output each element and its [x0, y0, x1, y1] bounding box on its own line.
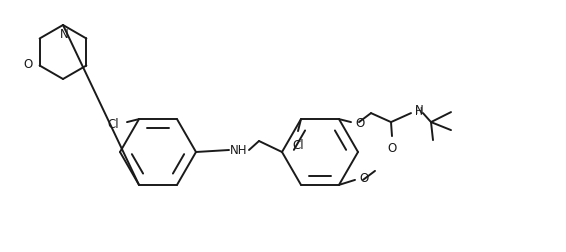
- Text: N: N: [415, 104, 424, 117]
- Text: O: O: [359, 172, 368, 185]
- Text: H: H: [415, 107, 423, 117]
- Text: Cl: Cl: [292, 139, 304, 152]
- Text: O: O: [387, 142, 397, 155]
- Text: O: O: [355, 117, 365, 130]
- Text: Cl: Cl: [108, 118, 119, 131]
- Text: O: O: [23, 58, 33, 71]
- Text: NH: NH: [230, 143, 248, 156]
- Text: N: N: [59, 28, 68, 41]
